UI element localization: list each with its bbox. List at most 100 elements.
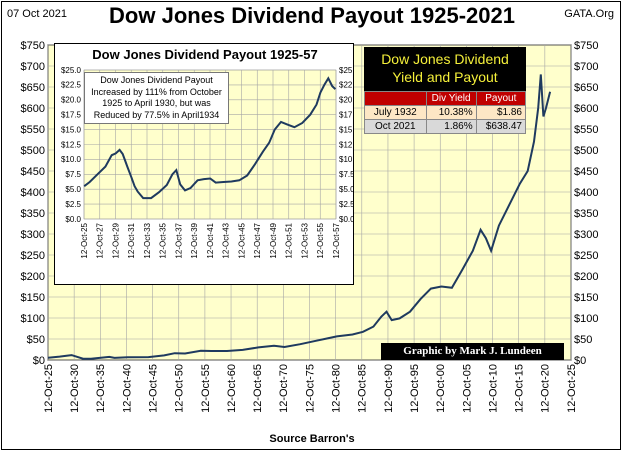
main-y-tick-label: $250 (21, 250, 45, 262)
inset-y-tick-label: $10.0 (61, 155, 82, 164)
header-cell: Payout (475, 91, 527, 106)
inset-x-tick-label: 12-Oct-31 (127, 222, 136, 258)
inset-y-tick-label: $12.5 (61, 140, 82, 149)
payout-cell: $638.47 (475, 119, 527, 134)
inset-x-tick-label: 12-Oct-55 (316, 222, 325, 258)
main-y-tick-label: $450 (21, 166, 45, 178)
main-y-tick-label: $0 (33, 355, 45, 367)
inset-title: Dow Jones Dividend Payout 1925-57 (92, 47, 318, 62)
main-y-tick-label: $650 (21, 82, 45, 94)
main-payout-line (48, 74, 552, 360)
main-y-tick-label: $600 (21, 103, 45, 115)
main-x-tick-label: 12-Oct-95 (409, 364, 421, 413)
main-x-tick-label: 12-Oct-60 (226, 364, 238, 413)
inset-x-tick-label: 12-Oct-45 (237, 222, 246, 258)
header-cell (364, 91, 427, 106)
main-y-tick-label: $500 (21, 145, 45, 157)
inset-x-tick-label: 12-Oct-39 (190, 222, 199, 258)
inset-y-tick-label: $17.5 (61, 111, 82, 120)
main-x-tick-label: 12-Oct-85 (357, 364, 369, 413)
main-y-tick-label: $100 (21, 313, 45, 325)
main-y-tick-label-right: $600 (574, 103, 598, 115)
inset-y-tick-label: $20.0 (61, 96, 82, 105)
main-y-tick-label: $750 (21, 40, 45, 52)
inset-x-tick-label: 12-Oct-49 (269, 222, 278, 258)
source-label: GATA.Org (564, 8, 614, 20)
header-cell: Div Yield (425, 91, 477, 106)
inset-y-tick-label-right: $5.0 (339, 185, 354, 194)
main-y-tick-label-right: $400 (574, 187, 598, 199)
inset-x-tick-label: 12-Oct-27 (96, 222, 105, 258)
main-x-tick-label: 12-Oct-00 (435, 364, 447, 413)
main-y-tick-label: $200 (21, 271, 45, 283)
main-x-tick-label: 12-Oct-70 (278, 364, 290, 413)
inset-y-tick-label-right: $10.0 (339, 155, 354, 164)
table-row: July 1932 10.38% $1.86 (364, 105, 527, 120)
inset-y-tick-label: $22.5 (61, 81, 82, 90)
main-x-tick-label: 12-Oct-10 (487, 364, 499, 413)
yield-panel-title: Dow Jones Dividend Yield and Payout (364, 47, 526, 91)
main-y-tick-label-right: $0 (574, 355, 586, 367)
inset-y-tick-label: $25.0 (61, 66, 82, 75)
main-y-tick-label-right: $500 (574, 145, 598, 157)
main-y-tick-label-right: $200 (574, 271, 598, 283)
main-x-tick-label: 12-Oct-75 (304, 364, 316, 413)
inset-x-tick-label: 12-Oct-51 (285, 222, 294, 258)
yield-table-header: Div Yield Payout (364, 91, 527, 106)
yield-panel-title-line1: Dow Jones Dividend (381, 51, 509, 67)
main-y-tick-label: $350 (21, 208, 45, 220)
inset-note: Dow Jones Dividend Payout Increased by 1… (84, 72, 229, 124)
main-y-tick-label-right: $550 (574, 124, 598, 136)
main-y-tick-label: $550 (21, 124, 45, 136)
inset-x-tick-label: 12-Oct-43 (222, 222, 231, 258)
main-x-tick-label: 12-Oct-35 (95, 364, 107, 413)
main-y-tick-label-right: $700 (574, 61, 598, 73)
main-y-tick-label-right: $250 (574, 250, 598, 262)
main-x-tick-label: 12-Oct-25 (566, 364, 578, 413)
div-yield-cell: 1.86% (425, 119, 477, 134)
yield-payout-table: Div Yield Payout July 1932 10.38% $1.86 … (364, 91, 527, 134)
chart-title: Dow Jones Dividend Payout 1925-2021 (109, 3, 515, 28)
table-row: Oct 2021 1.86% $638.47 (364, 119, 527, 134)
inset-y-tick-label-right: $12.5 (339, 140, 354, 149)
main-y-tick-label-right: $100 (574, 313, 598, 325)
row-label: July 1932 (364, 105, 427, 120)
main-x-tick-label: 12-Oct-20 (540, 364, 552, 413)
main-x-tick-label: 12-Oct-05 (461, 364, 473, 413)
main-y-tick-label-right: $50 (574, 334, 592, 346)
inset-x-tick-label: 12-Oct-37 (174, 222, 183, 258)
inset-x-tick-label: 12-Oct-35 (159, 222, 168, 258)
inset-y-tick-label: $2.5 (65, 200, 81, 209)
main-x-tick-label: 12-Oct-30 (69, 364, 81, 413)
x-axis-label: Source Barron's (269, 433, 355, 445)
main-y-tick-label: $700 (21, 61, 45, 73)
main-y-tick-label: $50 (27, 334, 45, 346)
credit-label: Graphic by Mark J. Lundeen (381, 343, 564, 360)
inset-x-tick-label: 12-Oct-25 (80, 222, 89, 258)
main-y-tick-label-right: $650 (574, 82, 598, 94)
inset-y-tick-label-right: $25.0 (339, 66, 354, 75)
inset-x-tick-label: 12-Oct-33 (143, 222, 152, 258)
inset-y-tick-label: $15.0 (61, 125, 82, 134)
inset-x-tick-label: 12-Oct-41 (206, 222, 215, 258)
inset-x-tick-label: 12-Oct-57 (332, 222, 341, 258)
main-x-tick-label: 12-Oct-25 (43, 364, 55, 413)
inset-y-tick-label-right: $17.5 (339, 111, 354, 120)
main-x-tick-label: 12-Oct-55 (200, 364, 212, 413)
inset-y-tick-label-right: $2.5 (339, 200, 354, 209)
main-x-tick-label: 12-Oct-90 (383, 364, 395, 413)
main-y-tick-label-right: $300 (574, 229, 598, 241)
main-y-tick-label-right: $350 (574, 208, 598, 220)
main-y-tick-label: $300 (21, 229, 45, 241)
div-yield-cell: 10.38% (425, 105, 477, 120)
inset-x-tick-label: 12-Oct-29 (111, 222, 120, 258)
row-label: Oct 2021 (364, 119, 427, 134)
inset-x-tick-label: 12-Oct-53 (300, 222, 309, 258)
inset-y-tick-label-right: $22.5 (339, 81, 354, 90)
main-y-tick-label-right: $450 (574, 166, 598, 178)
inset-y-tick-label-right: $20.0 (339, 96, 354, 105)
main-y-tick-label-right: $750 (574, 40, 598, 52)
yield-payout-panel: Dow Jones Dividend Yield and Payout Div … (364, 47, 527, 134)
